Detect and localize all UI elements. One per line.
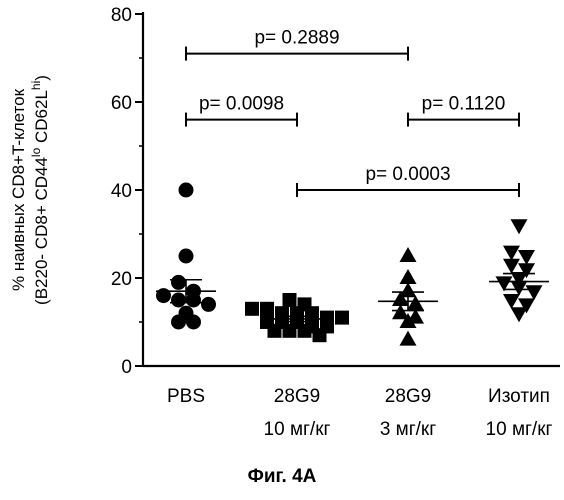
- y-axis-label: % наивных CD8+T-клеток(B220- CD8+ CD44lo…: [9, 75, 51, 305]
- p-value-label: p= 0.0003: [365, 164, 450, 185]
- x-axis-labels: PBS 28G9 10 мг/кг 28G9 3 мг/кг Изотип 10 мг/кг: [167, 386, 553, 440]
- data-point-triangle-up: [400, 331, 417, 346]
- significance-brackets: p= 0.2889 p= 0.0098 p= 0.1120 p= 0.0003: [186, 28, 519, 197]
- data-point-triangle-down: [511, 307, 528, 322]
- data-point-square: [335, 311, 349, 325]
- y-axis-ticks: 0 20 40 60 80: [111, 5, 143, 378]
- p-value-label: p= 0.0098: [199, 94, 284, 115]
- data-point-triangle-down: [511, 219, 528, 234]
- data-point-square: [260, 302, 274, 316]
- x-tick-label-dose: 10 мг/кг: [264, 419, 331, 440]
- data-point-square: [283, 293, 297, 307]
- x-tick-label: Изотип: [488, 386, 550, 407]
- data-point-square: [298, 324, 312, 338]
- x-tick-label-dose: 10 мг/кг: [486, 419, 553, 440]
- data-point-circle: [171, 293, 186, 308]
- data-point-circle: [156, 288, 171, 303]
- y-tick-label: 60: [111, 93, 132, 114]
- data-point-triangle-up: [400, 247, 417, 262]
- data-point-triangle-down: [503, 294, 520, 309]
- data-point-circle: [186, 315, 201, 330]
- data-point-square: [283, 324, 297, 338]
- data-point-triangle-down: [526, 285, 543, 300]
- data-point-circle: [171, 315, 186, 330]
- scatter-chart: % наивных CD8+T-клеток(B220- CD8+ CD44lo…: [0, 0, 564, 455]
- y-tick-label: 20: [111, 269, 132, 290]
- data-point-square: [245, 302, 259, 316]
- y-tick-label: 0: [121, 357, 132, 378]
- data-point-triangle-up: [407, 295, 424, 310]
- data-point-square: [313, 328, 327, 342]
- data-point-square: [305, 306, 319, 320]
- y-tick-label: 80: [111, 5, 132, 26]
- data-point-circle: [186, 293, 201, 308]
- data-point-triangle-down: [518, 250, 535, 265]
- x-tick-label: 28G9: [274, 386, 320, 407]
- data-point-triangle-up: [400, 269, 417, 284]
- data-point-square: [268, 324, 282, 338]
- p-value-label: p= 0.1120: [422, 94, 506, 115]
- data-point-circle: [201, 297, 216, 312]
- x-tick-label-dose: 3 мг/кг: [380, 419, 436, 440]
- data-points: [156, 183, 543, 346]
- figure-caption: Фиг. 4A: [0, 466, 564, 488]
- y-axis-label-line1: % наивных CD8+T-клеток: [9, 88, 28, 291]
- data-point-circle: [179, 183, 194, 198]
- data-point-triangle-down: [503, 259, 520, 274]
- x-tick-label: 28G9: [385, 386, 431, 407]
- data-point-circle: [179, 249, 194, 264]
- y-axis-label-line2: (B220- CD8+ CD44lo CD62Lhi): [29, 75, 51, 305]
- x-tick-label: PBS: [167, 386, 205, 407]
- data-point-triangle-down: [503, 246, 520, 261]
- data-point-circle: [171, 275, 186, 290]
- mean-sem-bars: [156, 274, 549, 322]
- p-value-label: p= 0.2889: [254, 28, 339, 49]
- y-tick-label: 40: [111, 181, 132, 202]
